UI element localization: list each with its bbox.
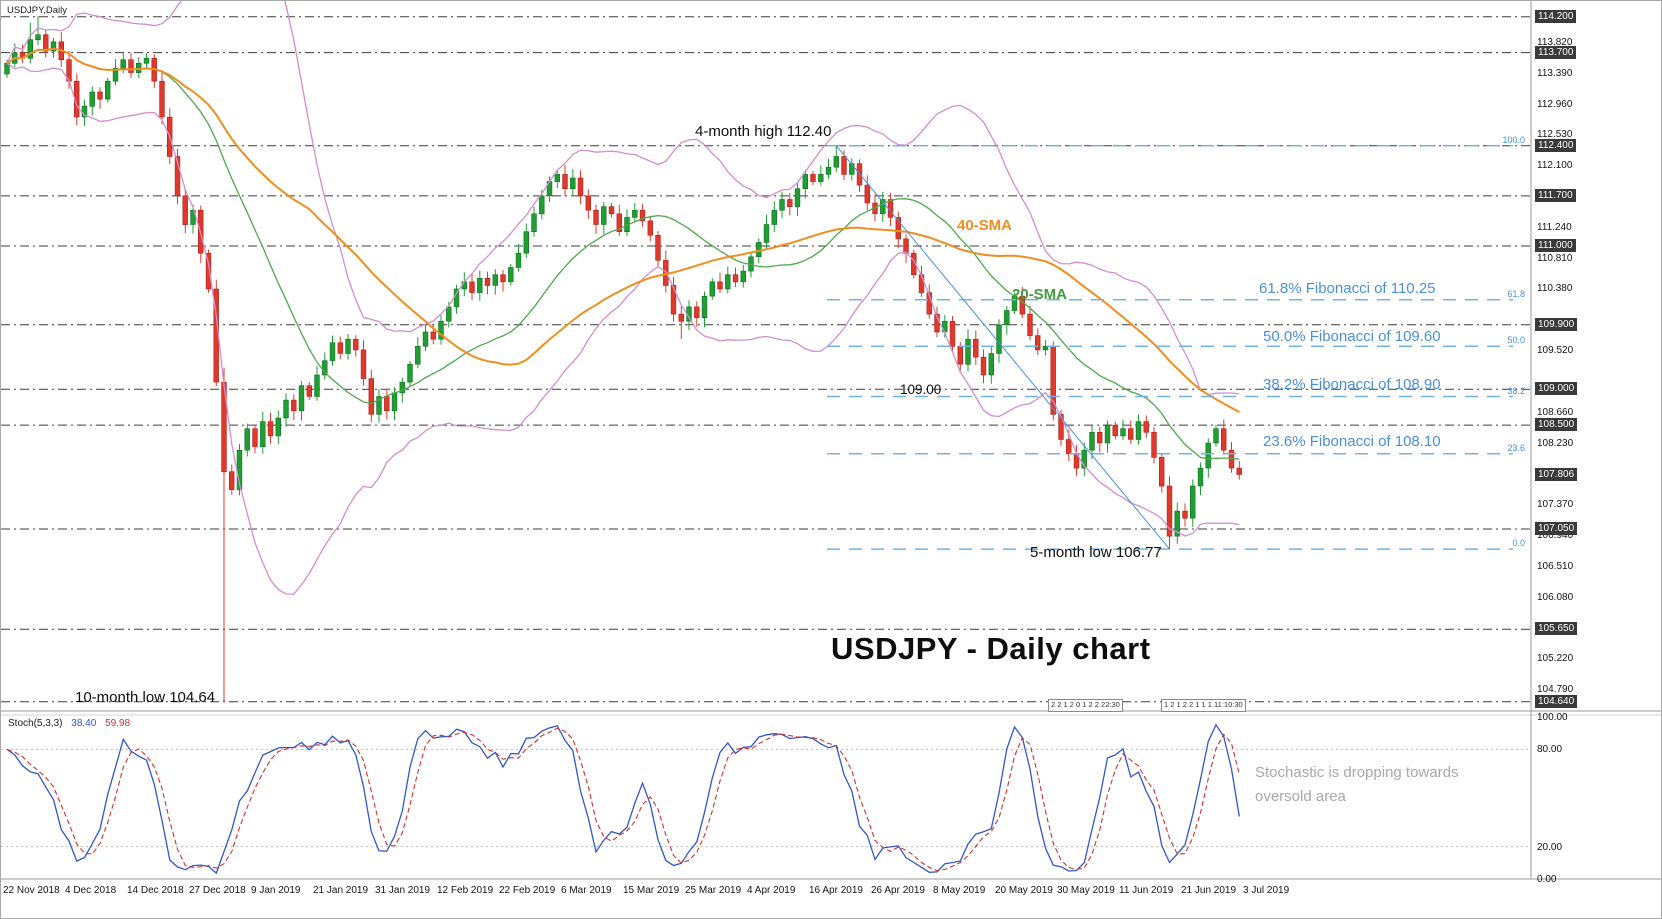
trendline [835,145,1170,550]
stoch-axis-label: 100.00 [1537,712,1568,723]
date-label: 26 Apr 2019 [871,885,925,896]
bollinger-lower-line [6,62,1240,595]
annotation-109-00: 109.00 [900,382,942,397]
time-label-box-2: 1 2 1 2 2 1 1 1 11:10:30 [1161,699,1246,712]
date-label: 31 Jan 2019 [375,885,431,896]
stoch-axis-label: 20.00 [1537,841,1563,853]
date-label: 22 Feb 2019 [499,885,556,896]
price-level-label: 104.640 [1535,694,1578,708]
annotation-20-sma: 20-SMA [1012,286,1068,303]
price-tick-label: 113.390 [1537,67,1573,79]
price-tick-label: 108.660 [1537,406,1574,418]
price-level-label: 109.000 [1535,382,1578,396]
price-level-label: 111.700 [1535,188,1576,202]
date-label: 21 Jun 2019 [1181,885,1237,896]
annotation-5-month-low: 5-month low 106.77 [1030,544,1162,561]
stoch-k-value: 38.40 [71,718,97,729]
price-tick-label: 111.240 [1537,221,1572,233]
price-level-label: 114.200 [1535,9,1577,23]
date-label: 9 Jan 2019 [251,885,301,896]
stoch-note-line1: Stochastic is dropping towards [1255,764,1459,781]
price-tick-label: 108.230 [1537,437,1574,449]
current-price-label: 107.806 [1535,467,1578,481]
annotation-fib-61-8: 61.8% Fibonacci of 110.25 [1259,280,1436,297]
date-label: 11 Jun 2019 [1119,885,1174,896]
price-tick-label: 107.370 [1537,499,1574,511]
stochastic-axis: 100.00 80.00 20.00 0.00 [1532,1,1661,918]
annotation-10-month-low: 10-month low 104.64 [75,689,216,706]
price-level-label: 109.900 [1535,317,1578,331]
price-tick-label: 106.510 [1537,560,1574,572]
price-level-label: 105.650 [1535,622,1578,636]
date-label: 21 Jan 2019 [313,885,369,896]
date-label: 8 May 2019 [933,885,986,896]
date-label: 6 Mar 2019 [561,885,612,896]
date-label: 4 Apr 2019 [747,885,796,896]
bollinger-upper-line [6,1,1240,396]
stoch-k-line [6,723,1240,875]
price-tick-label: 113.820 [1537,37,1573,48]
price-tick-label: 112.100 [1537,160,1573,172]
date-label: 14 Dec 2018 [127,885,184,896]
stoch-axis-label: 0.00 [1537,874,1557,885]
price-tick-label: 110.380 [1537,283,1573,295]
date-label: 27 Dec 2018 [189,885,246,896]
date-label: 15 Mar 2019 [623,885,680,896]
annotation-4-month-high: 4-month high 112.40 [695,123,832,140]
indicator-lines [6,1,1240,595]
date-label: 22 Nov 2018 [3,885,60,896]
price-level-label: 107.050 [1535,522,1578,535]
annotation-40-sma: 40-SMA [957,217,1013,234]
time-label-box-1: 2 2 1 2 0 1 2 2 22:30 [1048,699,1123,712]
sma-40-line [6,47,1240,413]
date-label: 20 May 2019 [995,885,1053,896]
price-tick-label: 112.960 [1537,98,1573,110]
annotation-fib-50-0: 50.0% Fibonacci of 109.60 [1263,328,1441,345]
symbol-period-label: USDJPY,Daily [7,5,68,16]
date-label: 4 Dec 2018 [65,885,117,896]
date-label: 16 Apr 2019 [809,885,863,896]
fibonacci-lines [827,144,1513,550]
stoch-note-line2: oversold area [1255,788,1346,805]
chart-title: USDJPY - Daily chart [831,631,1151,666]
date-label: 12 Feb 2019 [437,885,494,896]
price-axis[interactable]: 113.820 113.390 112.960 112.530 112.100 111.2… [1532,1,1661,897]
price-tick-label: 106.940 [1537,529,1574,541]
stoch-name: Stoch(5,3,3) [8,718,63,729]
date-label: 30 May 2019 [1057,885,1115,896]
annotation-fib-38-2: 38.2% Fibonacci of 108.90 [1263,376,1441,393]
stoch-d-value: 59.98 [105,718,131,729]
stochastic-series [6,723,1240,875]
price-tick-label: 104.790 [1537,683,1574,695]
price-level-label: 112.400 [1535,138,1577,152]
date-label: 25 Mar 2019 [685,885,742,896]
level-lines [1,16,1531,703]
date-label: 3 Jul 2019 [1243,885,1290,896]
annotation-stochastic-note: Stochastic is dropping towards oversold … [1255,761,1458,809]
price-tick-label: 110.810 [1537,252,1573,264]
price-tick-label: 106.080 [1537,591,1574,603]
date-axis[interactable]: 22 Nov 2018 4 Dec 2018 14 Dec 2018 27 Dec 2… [1,885,1531,899]
price-tick-label: 105.220 [1537,653,1574,665]
price-level-label: 113.700 [1535,45,1577,59]
candlestick-series [4,16,1242,702]
price-level-label: 108.500 [1535,418,1578,432]
annotation-fib-23-6: 23.6% Fibonacci of 108.10 [1263,433,1441,450]
price-level-label: 111.000 [1535,239,1576,252]
sma-20-line [6,48,1240,460]
stoch-indicator-label: Stoch(5,3,3) 38.40 59.98 [8,718,130,729]
stoch-d-line [6,727,1240,872]
price-tick-label: 112.530 [1537,129,1573,141]
price-tick-label: 109.520 [1537,345,1574,357]
stoch-axis-label: 80.00 [1537,744,1563,756]
